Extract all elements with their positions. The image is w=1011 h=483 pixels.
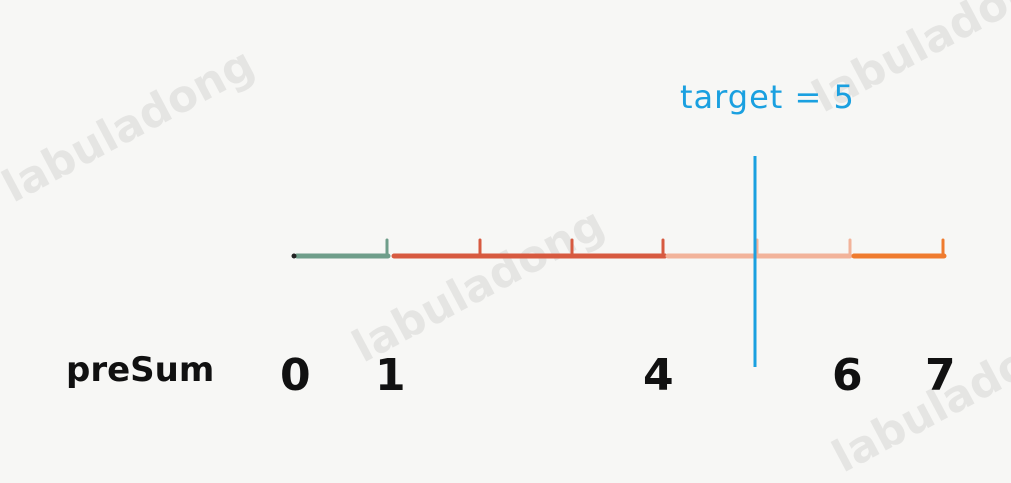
start-dot [291, 253, 297, 259]
presum-value-4: 4 [643, 350, 674, 401]
presum-value-7: 7 [925, 350, 956, 401]
presum-value-6: 6 [832, 350, 863, 401]
number-line-svg [291, 156, 947, 367]
target-label: target = 5 [680, 78, 855, 116]
presum-label: preSum [66, 350, 215, 390]
presum-value-1: 1 [375, 350, 406, 401]
tick-marks [385, 238, 945, 258]
presum-value-0: 0 [280, 350, 311, 401]
